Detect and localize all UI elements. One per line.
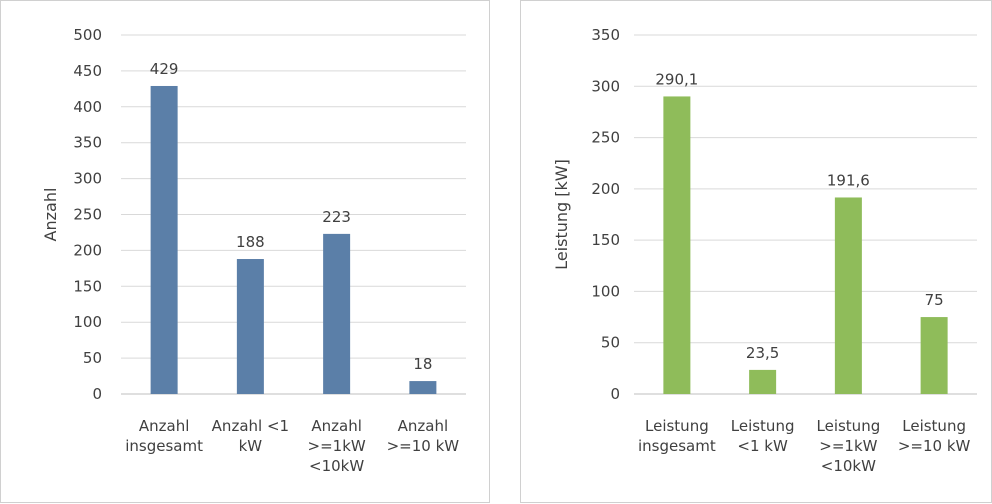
category-label: >=10 kW xyxy=(387,437,460,455)
y-tick-label: 200 xyxy=(73,241,102,259)
category-label: >=10 kW xyxy=(898,437,971,455)
category-label: Leistung xyxy=(731,417,795,435)
bar xyxy=(663,96,691,395)
data-label: 191,6 xyxy=(827,171,870,189)
y-tick-label: 150 xyxy=(73,277,102,295)
y-tick-label: 150 xyxy=(591,231,620,249)
bar xyxy=(920,317,948,394)
y-tick-label: 0 xyxy=(92,385,102,403)
data-label: 18 xyxy=(413,355,432,373)
category-label: Leistung xyxy=(645,417,709,435)
y-tick-label: 50 xyxy=(83,349,102,367)
y-tick-label: 250 xyxy=(73,206,102,224)
category-label: <10kW xyxy=(309,457,364,475)
data-label: 23,5 xyxy=(746,344,779,362)
category-label: >=1kW xyxy=(308,437,366,455)
category-label: Anzahl xyxy=(139,417,190,435)
category-label: Anzahl <1 xyxy=(212,417,289,435)
bar xyxy=(236,259,264,394)
y-tick-label: 100 xyxy=(591,282,620,300)
data-label: 290,1 xyxy=(655,70,698,88)
chart-panel-anzahl: 0 50 100 150 200 250 300 350 400 450 500 Anzahl 429 A… xyxy=(0,0,490,503)
y-tick-label: 100 xyxy=(73,313,102,331)
bar xyxy=(409,381,437,394)
data-label: 223 xyxy=(322,208,351,226)
y-tick-label: 350 xyxy=(591,26,620,44)
y-tick-label: 250 xyxy=(591,129,620,147)
y-tick-label: 500 xyxy=(73,26,102,44)
y-axis-title: Anzahl xyxy=(41,188,60,242)
y-axis-title: Leistung [kW] xyxy=(552,159,571,270)
category-label: Anzahl xyxy=(311,417,362,435)
bar xyxy=(150,85,178,394)
y-tick-label: 50 xyxy=(601,334,620,352)
category-label: Leistung xyxy=(902,417,966,435)
y-tick-label: 350 xyxy=(73,134,102,152)
y-tick-label: 450 xyxy=(73,62,102,80)
data-label: 429 xyxy=(150,60,179,78)
data-label: 188 xyxy=(236,233,265,251)
chart-anzahl: 0 50 100 150 200 250 300 350 400 450 500 Anzahl 429 A… xyxy=(41,26,466,475)
y-tick-label: 300 xyxy=(73,170,102,188)
chart-leistung: 0 50 100 150 200 250 300 350 Leistung [kW] 290,1 L… xyxy=(552,26,977,475)
y-tick-label: 300 xyxy=(591,77,620,95)
category-label: kW xyxy=(239,437,263,455)
chart-panel-leistung: 0 50 100 150 200 250 300 350 Leistung [kW] 290,1 L… xyxy=(520,0,992,503)
bar xyxy=(749,369,777,394)
category-label: insgesamt xyxy=(125,437,203,455)
y-tick-label: 0 xyxy=(610,385,620,403)
category-label: >=1kW xyxy=(819,437,877,455)
bar xyxy=(834,197,862,394)
category-label: Leistung xyxy=(817,417,881,435)
category-label: insgesamt xyxy=(638,437,716,455)
y-tick-label: 200 xyxy=(591,180,620,198)
category-label: Anzahl xyxy=(398,417,449,435)
y-tick-label: 400 xyxy=(73,98,102,116)
category-label: <10kW xyxy=(821,457,876,475)
bar xyxy=(323,233,351,394)
category-label: <1 kW xyxy=(737,437,788,455)
data-label: 75 xyxy=(925,291,944,309)
